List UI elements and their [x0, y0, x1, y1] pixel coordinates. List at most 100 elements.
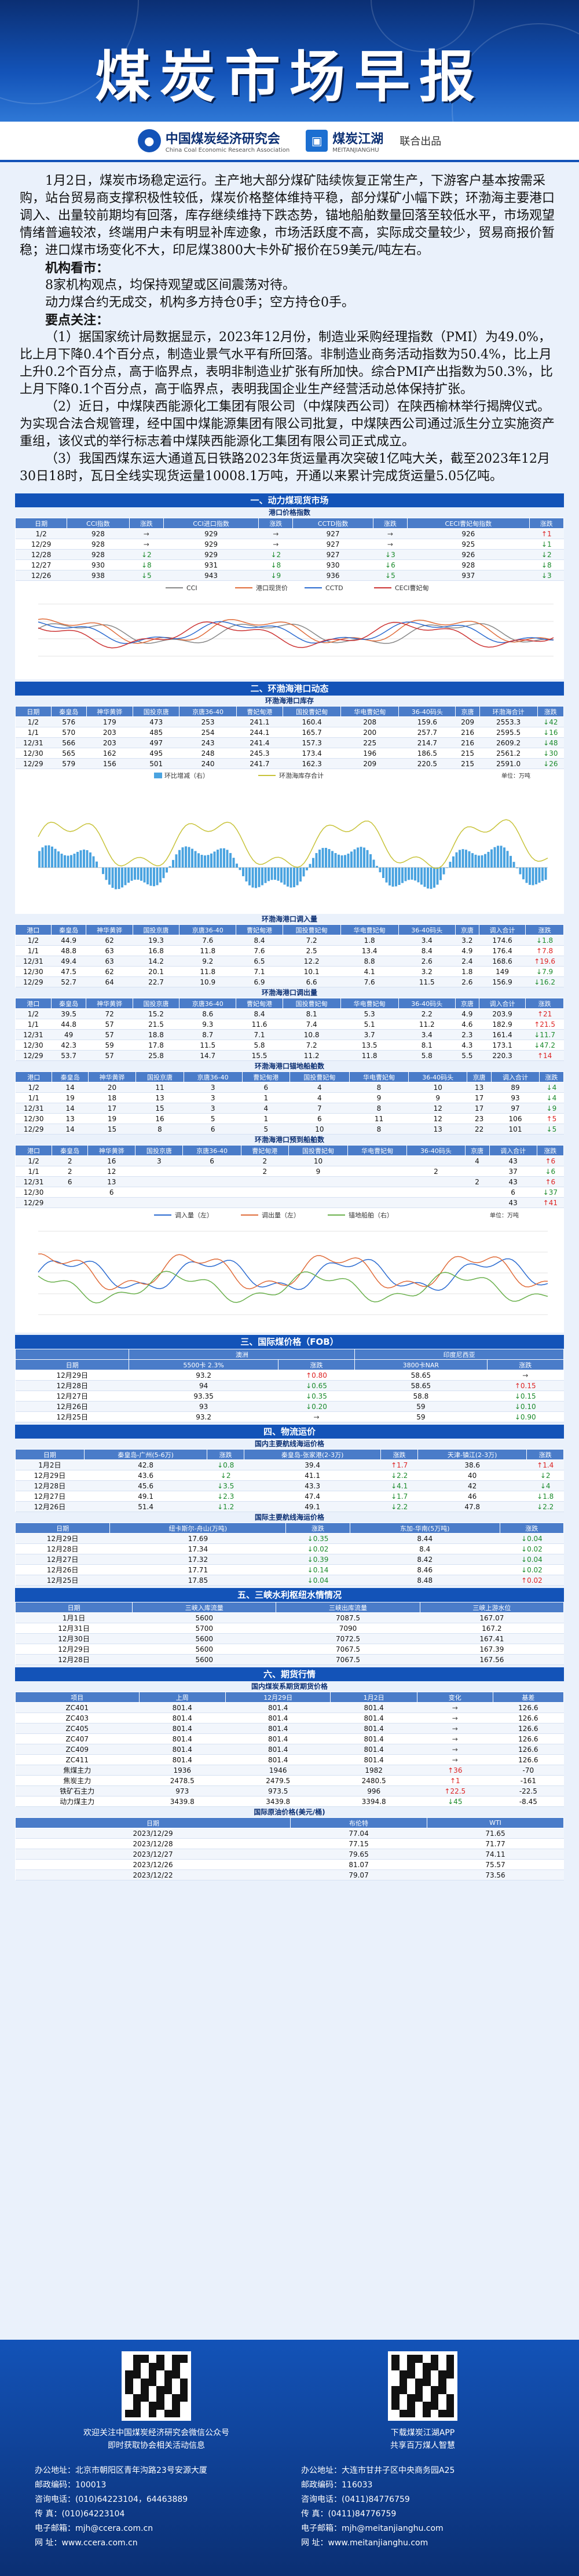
bar	[121, 868, 123, 888]
table-cell: ZC405	[15, 1723, 140, 1734]
column-header: 涨跌	[537, 706, 565, 717]
bar	[459, 850, 461, 868]
table-futures: 项目 上周 12月29日 1月2日 变化 基差 ZC401 801.4 801.4 801.4 → 1…	[15, 1692, 565, 1807]
column-header: CCI指数	[67, 518, 130, 529]
table-cell: 12月28日	[15, 1543, 110, 1554]
bar	[191, 848, 193, 868]
qr-cell	[164, 2409, 172, 2417]
qr-cell	[148, 2409, 156, 2417]
bar	[312, 858, 314, 868]
column-header: 日期	[14, 1359, 130, 1370]
bar	[401, 868, 404, 883]
table-cell: 12月26日	[15, 1564, 110, 1575]
qr-cell	[156, 2355, 164, 2363]
bar	[204, 855, 206, 868]
table-row: 2023/12/22 79.07 73.56	[15, 1869, 564, 1880]
ccera-email[interactable]: 电子邮箱：mjh@ccera.com.cn	[35, 2524, 153, 2533]
header-row: 日期 纽卡斯尔-舟山(万吨) 涨跌 东加-华南(5万吨) 涨跌	[14, 1523, 565, 1534]
table-cell: 168.6	[479, 956, 526, 967]
table-row: 12/30 13 19 16 5 1 6 11 12 23 106 ↑5	[15, 1113, 564, 1124]
table-cell: 937	[407, 570, 530, 581]
legend-label: CECI曹妃甸	[395, 584, 429, 592]
table-outflow: 港口 秦皇岛 神华黄骅 国投京唐 京唐36-40 曹妃甸港 国投曹妃甸 华电曹妃甸 36-40码…	[15, 998, 564, 1061]
table-cell: 42.8	[84, 1459, 207, 1470]
table-row: 12月30日 5600 7072.5 167.41	[15, 1633, 564, 1644]
table-cell: 2023/12/28	[15, 1838, 291, 1849]
table-cell: 12/28	[15, 549, 67, 560]
bar	[108, 868, 111, 885]
table-cell: ↓1.8	[526, 1491, 564, 1502]
table-cell: 801.4	[225, 1754, 331, 1765]
table-cell: 485	[133, 727, 179, 738]
table-cell: 501	[133, 758, 179, 769]
table-cell: 17.69	[109, 1533, 286, 1544]
table-cell: ZC403	[15, 1713, 140, 1724]
column-header: 涨跌	[526, 1449, 564, 1460]
table-cell: 58.65	[354, 1370, 487, 1381]
table-cell: 2.4	[455, 956, 479, 967]
column-header: 京唐36-40	[179, 998, 237, 1009]
ccera-website[interactable]: 网 址：www.ccera.com.cn	[35, 2538, 138, 2548]
table-cell: 10	[288, 1155, 348, 1166]
table-cell: 1/2	[15, 935, 52, 946]
table-row: ZC407 801.4 801.4 801.4 → 126.6	[15, 1733, 564, 1744]
focus-item-1: （1）据国家统计局数据显示，2023年12月份，制造业采购经理指数（PMI）为4…	[20, 330, 553, 397]
bar	[159, 868, 162, 883]
table-cell: 801.4	[330, 1723, 417, 1734]
table-row: 1月1日 5600 7087.5 167.07	[15, 1612, 564, 1623]
column-header: 秦皇岛	[50, 706, 87, 717]
table-cell: 40	[417, 1470, 527, 1481]
series-cci	[38, 623, 554, 644]
bar	[299, 868, 302, 882]
mj-website[interactable]: 网 址：www.meitanjianghu.com	[301, 2538, 428, 2548]
group-header-cell: 澳洲	[129, 1349, 356, 1360]
bar	[83, 849, 85, 868]
table-cell: 8.4	[236, 935, 283, 946]
table-cell	[135, 1166, 183, 1177]
qr-cell	[133, 2409, 141, 2417]
mj-email[interactable]: 电子邮箱：mjh@meitanjianghu.com	[301, 2524, 444, 2533]
bar	[96, 861, 98, 868]
column-header: 港口	[14, 1071, 53, 1082]
table-cell: 245.3	[236, 748, 283, 759]
table-cell: 12/29	[15, 1050, 52, 1061]
meitanjianghu-qr-code[interactable]	[388, 2351, 457, 2421]
table-cell: 2023/12/29	[15, 1828, 291, 1839]
table-cell: 19.3	[133, 935, 179, 946]
table-cell: ↓8	[529, 559, 564, 570]
column-header: 涨跌	[258, 518, 294, 529]
table-cell: 20	[88, 1082, 136, 1093]
table-cell: 2609.2	[479, 737, 538, 748]
table-cell: 14.2	[133, 956, 179, 967]
qr-cell	[399, 2355, 407, 2363]
mj-qr-caption: 下载煤炭江湖APP	[390, 2428, 455, 2438]
bar	[493, 847, 496, 868]
qr-cell	[179, 2386, 188, 2394]
bar	[64, 855, 66, 868]
qr-cell	[141, 2394, 149, 2402]
bar	[54, 848, 57, 868]
ccera-qr-code[interactable]	[122, 2351, 191, 2421]
table-cell: 47.8	[417, 1501, 527, 1512]
column-header: 神华黄骅	[86, 706, 134, 717]
table-cell: ↓42	[537, 716, 564, 727]
header-row: 日期 三峡入库流量 三峡出库流量 三峡上游水位	[14, 1602, 565, 1613]
column-header: 京唐	[467, 1071, 492, 1082]
table-cell: 3	[184, 1103, 243, 1114]
table-cell: ↓2.3	[207, 1491, 244, 1502]
table-oil: 日期 布伦特 WTI 2023/12/29 77.04 71.65 2023/12/28 77…	[14, 1817, 564, 1880]
table-row: 12/29 53.7 57 25.8 14.7 15.5 11.2 11.8 5.8 5.5 220…	[15, 1050, 564, 1061]
bar	[532, 868, 534, 885]
table-cell: 45.6	[84, 1480, 207, 1491]
table-row: 焦炭主力 2478.5 2479.5 2480.5 ↑1 -161	[15, 1775, 564, 1786]
table-cell: 2478.5	[139, 1775, 226, 1786]
table-cell: 12/30	[15, 748, 52, 759]
bar	[519, 868, 522, 874]
table-cell: 16.8	[133, 945, 179, 956]
table-cell: 203	[86, 737, 133, 748]
table-cell: ↓8	[129, 559, 164, 570]
table-cell: 焦煤主力	[15, 1765, 140, 1776]
bar	[417, 868, 420, 883]
table-cell: 12	[87, 1166, 135, 1177]
table-cell: ↓2	[529, 549, 564, 560]
